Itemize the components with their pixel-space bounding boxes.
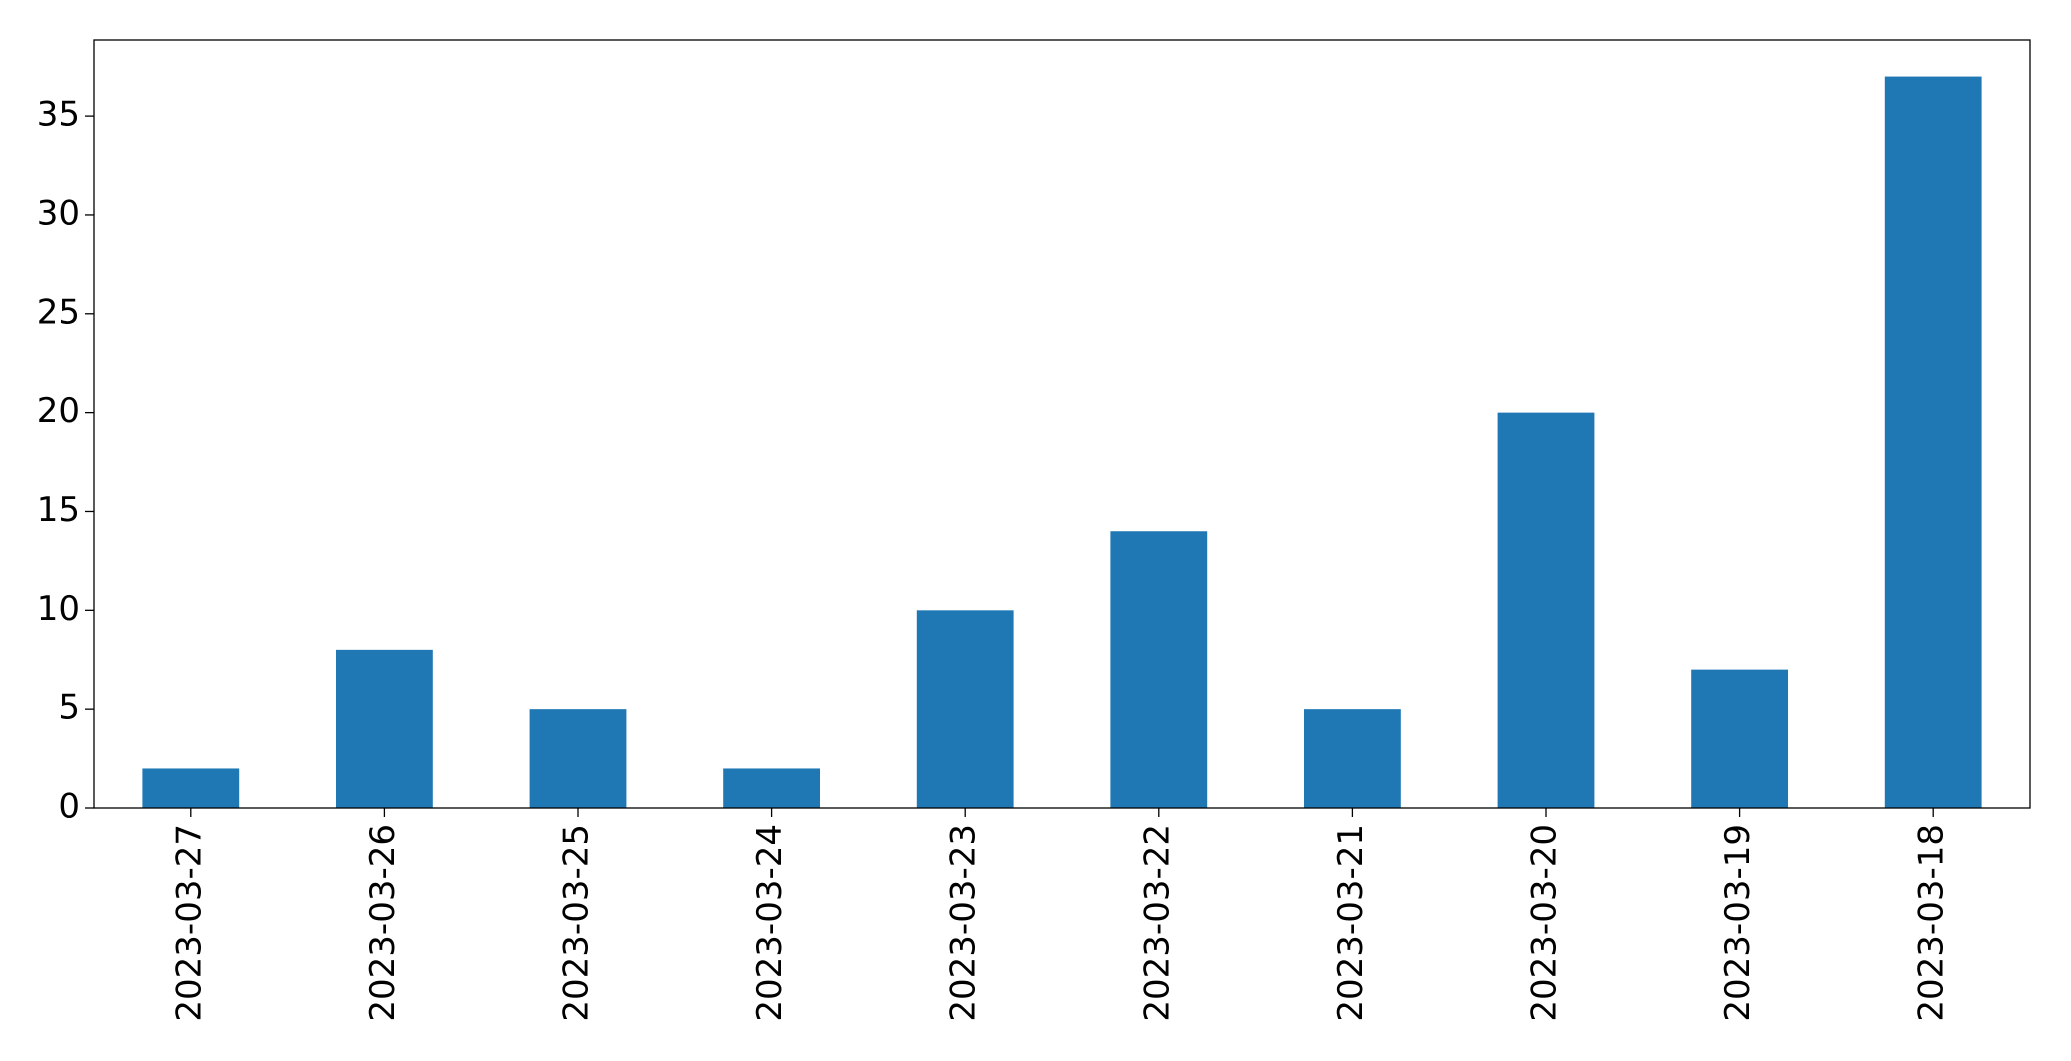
x-tick-label: 2023-03-25 xyxy=(557,824,597,1022)
y-tick-label: 30 xyxy=(37,193,80,233)
bar xyxy=(1304,709,1401,808)
y-tick-label: 5 xyxy=(58,688,80,728)
x-tick-label: 2023-03-26 xyxy=(363,824,403,1022)
x-tick-label: 2023-03-20 xyxy=(1525,824,1565,1022)
x-tick-label: 2023-03-27 xyxy=(169,824,209,1022)
x-tick-label: 2023-03-22 xyxy=(1137,824,1177,1022)
x-tick-label: 2023-03-24 xyxy=(750,824,790,1022)
bar xyxy=(1884,76,1982,809)
y-tick-label: 35 xyxy=(37,95,80,135)
x-tick-label: 2023-03-23 xyxy=(944,824,984,1022)
bar xyxy=(1497,412,1595,808)
y-tick-label: 20 xyxy=(37,391,80,431)
bar xyxy=(916,610,1014,808)
bar xyxy=(529,709,627,808)
bar xyxy=(723,768,820,808)
y-tick-label: 0 xyxy=(58,787,80,827)
bar xyxy=(142,768,240,808)
x-tick-label: 2023-03-21 xyxy=(1331,824,1371,1022)
y-tick-label: 25 xyxy=(37,292,80,332)
bar xyxy=(1691,669,1788,808)
plot-frame xyxy=(93,39,2031,809)
bar xyxy=(1110,531,1208,808)
y-tick-label: 15 xyxy=(37,490,80,530)
x-tick-label: 2023-03-18 xyxy=(1912,824,1952,1022)
y-tick-label: 10 xyxy=(37,589,80,629)
x-tick-label: 2023-03-19 xyxy=(1718,824,1758,1022)
bar xyxy=(336,649,433,808)
